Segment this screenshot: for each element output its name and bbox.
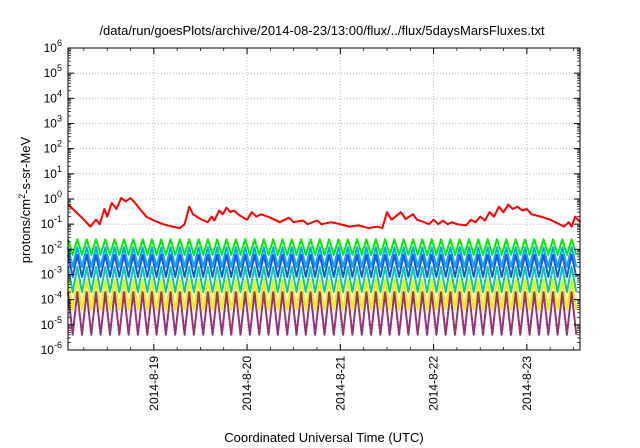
y-tick-label: 10-4 <box>41 290 62 307</box>
y-tick-label: 101 <box>44 164 62 181</box>
y-axis-label-prefix: protons/cm <box>18 199 33 263</box>
series-line-3 <box>67 253 578 278</box>
chart-title: /data/run/goesPlots/archive/2014-08-23/1… <box>99 23 545 38</box>
y-tick-label: 10-1 <box>41 214 62 231</box>
y-tick-label: 103 <box>44 114 62 131</box>
x-tick-label: 2014-8-21 <box>333 356 347 411</box>
y-axis-label-sup: 2 <box>17 194 27 199</box>
series-line-0 <box>67 197 581 230</box>
y-tick-label: 104 <box>44 88 62 105</box>
series-line-5 <box>67 279 578 311</box>
y-tick-label: 10-3 <box>41 265 62 282</box>
y-tick-label: 102 <box>44 139 62 156</box>
x-tick-label: 2014-8-23 <box>520 356 534 411</box>
y-tick-label: 10-6 <box>41 340 62 357</box>
y-axis-label-suffix: -s-sr-MeV <box>18 136 33 193</box>
series-line-1 <box>67 238 578 256</box>
y-tick-label: 10-2 <box>41 239 62 256</box>
series-line-4 <box>67 265 578 294</box>
y-tick-label: 100 <box>44 189 62 206</box>
x-tick-label: 2014-8-20 <box>240 356 254 411</box>
y-axis: 10-6 10-5 10-4 10-3 10-2 10-1 100 101 102 103 104 1… <box>41 38 580 357</box>
x-tick-label: 2014-8-19 <box>147 356 161 411</box>
y-tick-label: 10-5 <box>41 315 62 332</box>
x-tick-label: 2014-8-22 <box>427 356 441 411</box>
x-axis-label: Coordinated Universal Time (UTC) <box>224 430 423 445</box>
y-axis-label: protons/cm2-s-sr-MeV <box>17 136 33 263</box>
y-tick-label: 106 <box>44 38 62 55</box>
series-group <box>67 197 581 336</box>
series-line-6 <box>67 291 578 336</box>
series-line-2 <box>67 246 578 268</box>
y-tick-label: 105 <box>44 63 62 80</box>
x-axis: 2014-8-19 2014-8-20 2014-8-21 2014-8-22 2014… <box>83 48 574 411</box>
